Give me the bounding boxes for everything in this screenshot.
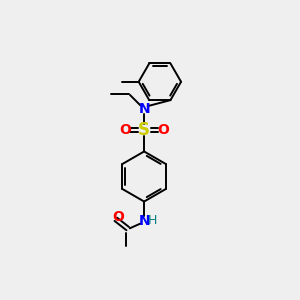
Text: O: O	[112, 210, 124, 224]
Text: N: N	[138, 214, 150, 228]
Text: N: N	[138, 102, 150, 116]
Text: H: H	[148, 214, 157, 227]
Text: O: O	[157, 123, 169, 137]
Text: O: O	[119, 123, 131, 137]
Text: S: S	[138, 121, 150, 139]
